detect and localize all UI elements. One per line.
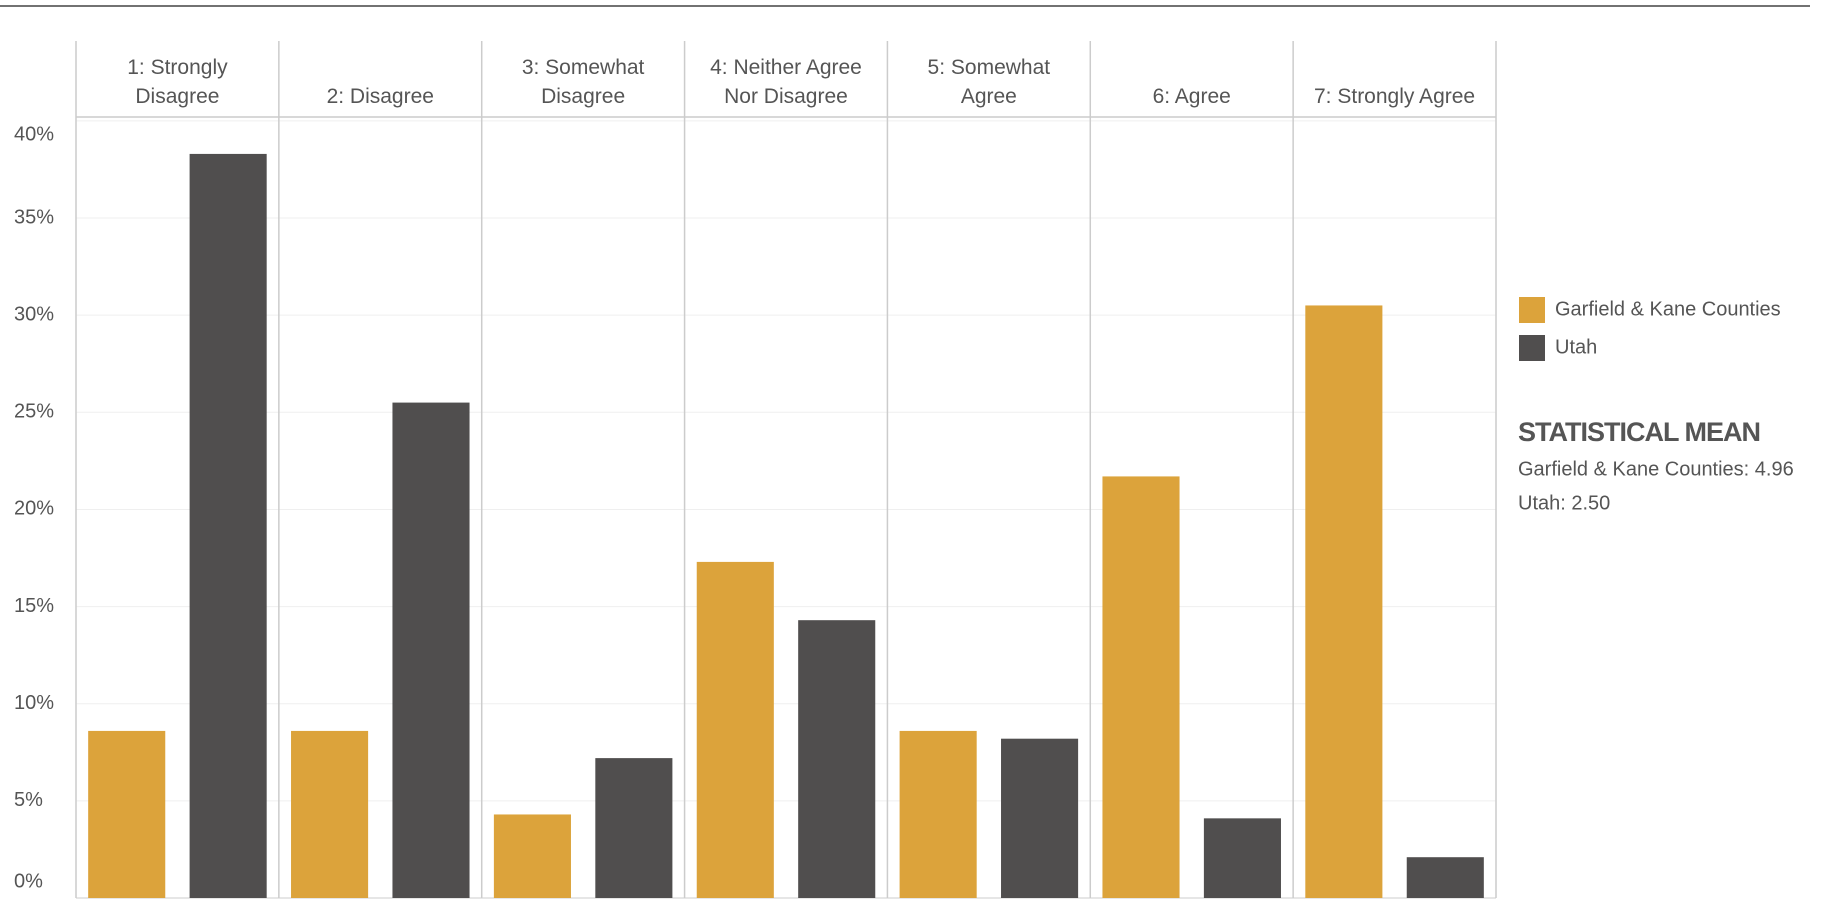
y-tick-label: 40% (14, 123, 54, 145)
category-header: 5: Somewhat Agree (927, 56, 1051, 108)
bar (493, 814, 571, 898)
legend-label: Utah (1555, 336, 1597, 358)
category-header: 2: Disagree (326, 85, 434, 108)
y-tick-label: 30% (14, 303, 54, 325)
bar (392, 402, 470, 898)
bar (595, 758, 673, 898)
annotation-title: STATISTICAL MEAN (1518, 417, 1760, 447)
legend-swatch (1519, 297, 1545, 323)
y-tick-label: 5% (14, 789, 43, 811)
bar (1001, 738, 1079, 898)
bar (696, 561, 774, 898)
bar (189, 153, 267, 898)
legend-swatch (1519, 335, 1545, 361)
category-header: 6: Agree (1152, 85, 1231, 108)
category-header: 3: Somewhat Disagree (521, 56, 645, 108)
legend-label: Garfield & Kane Counties (1555, 298, 1781, 320)
y-tick-label: 15% (14, 595, 54, 617)
bar (88, 730, 166, 898)
y-tick-label: 20% (14, 498, 54, 520)
y-tick-label: 0% (14, 870, 43, 892)
y-tick-label: 25% (14, 401, 54, 423)
bar (1406, 857, 1484, 898)
bar (1203, 818, 1281, 898)
category-header: 1: Strongly Disagree (127, 56, 228, 108)
annotation-line: Garfield & Kane Counties: 4.96 (1518, 458, 1794, 480)
y-tick-label: 10% (14, 692, 54, 714)
category-header: 7: Strongly Agree (1314, 85, 1476, 108)
bar (1102, 476, 1180, 898)
bar (1305, 305, 1383, 898)
bar (899, 730, 977, 898)
bar (798, 620, 876, 898)
bar (291, 730, 369, 898)
category-header: 4: Neither Agree Nor Disagree (710, 56, 862, 108)
annotation-line: Utah: 2.50 (1518, 492, 1610, 514)
y-tick-label: 35% (14, 206, 54, 228)
